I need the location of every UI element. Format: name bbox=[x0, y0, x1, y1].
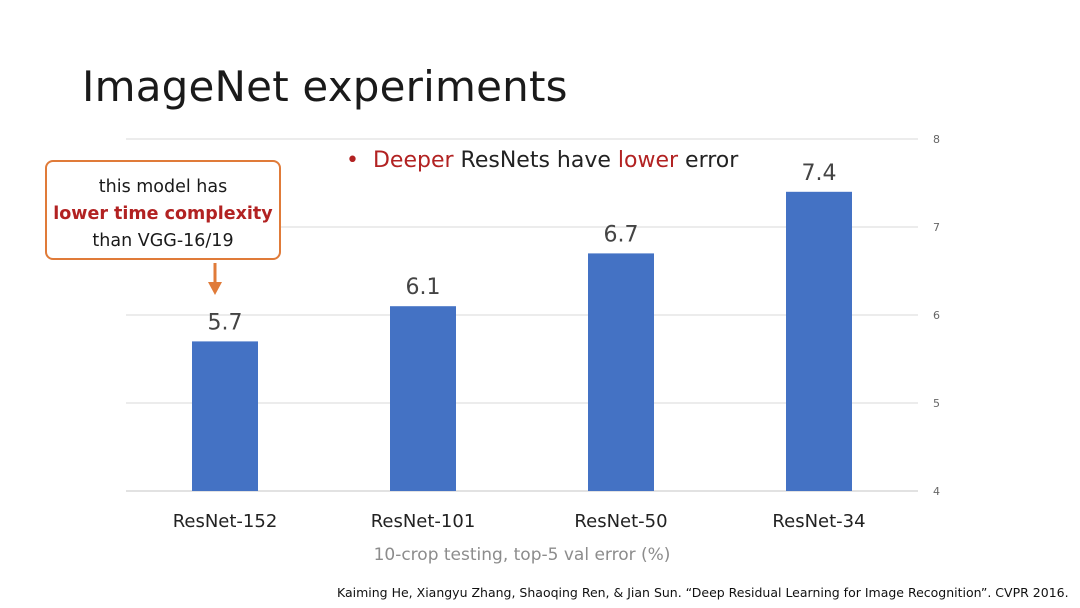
y-tick-label: 6 bbox=[933, 309, 940, 322]
callout-line-2: lower time complexity bbox=[53, 204, 273, 224]
bullet-word-deeper: Deeper bbox=[372, 148, 454, 173]
bar-resnet-152 bbox=[192, 341, 258, 491]
callout-line-1: this model has bbox=[98, 177, 228, 197]
bullet-text-end: error bbox=[678, 148, 739, 173]
x-tick-label: ResNet-34 bbox=[772, 511, 865, 532]
slide-title: ImageNet experiments bbox=[82, 62, 568, 111]
bullet-text-middle: ResNets have bbox=[453, 148, 618, 173]
y-tick-label: 5 bbox=[933, 397, 940, 410]
data-label: 6.1 bbox=[406, 275, 441, 300]
bar-resnet-101 bbox=[390, 306, 456, 491]
y-tick-label: 7 bbox=[933, 221, 940, 234]
x-axis-label: 10-crop testing, top-5 val error (%) bbox=[374, 545, 671, 565]
x-tick-label: ResNet-50 bbox=[574, 511, 667, 532]
data-label: 5.7 bbox=[208, 310, 243, 335]
bar-resnet-34 bbox=[786, 191, 852, 492]
x-tick-label: ResNet-152 bbox=[173, 511, 278, 532]
bullet-point: • Deeper ResNets have lower error bbox=[346, 148, 738, 173]
callout-line-3: than VGG-16/19 bbox=[92, 231, 234, 251]
bullet-word-lower: lower bbox=[617, 148, 679, 173]
x-tick-label: ResNet-101 bbox=[371, 511, 476, 532]
chart-bars bbox=[192, 191, 852, 492]
citation: Kaiming He, Xiangyu Zhang, Shaoqing Ren,… bbox=[337, 585, 1069, 600]
data-label: 6.7 bbox=[604, 222, 639, 247]
callout-box: this model has lower time complexity tha… bbox=[45, 160, 281, 260]
chart-labels: 4 5 6 7 8 5.7 ResNet-152 6.1 ResNet-101 6.7 ResNet… bbox=[173, 133, 940, 565]
data-label: 7.4 bbox=[802, 161, 837, 186]
callout-arrow-head bbox=[208, 282, 222, 295]
bar-resnet-50 bbox=[588, 253, 654, 491]
y-tick-label: 4 bbox=[933, 485, 940, 498]
bullet-marker: • bbox=[346, 148, 359, 173]
y-tick-label: 8 bbox=[933, 133, 940, 146]
